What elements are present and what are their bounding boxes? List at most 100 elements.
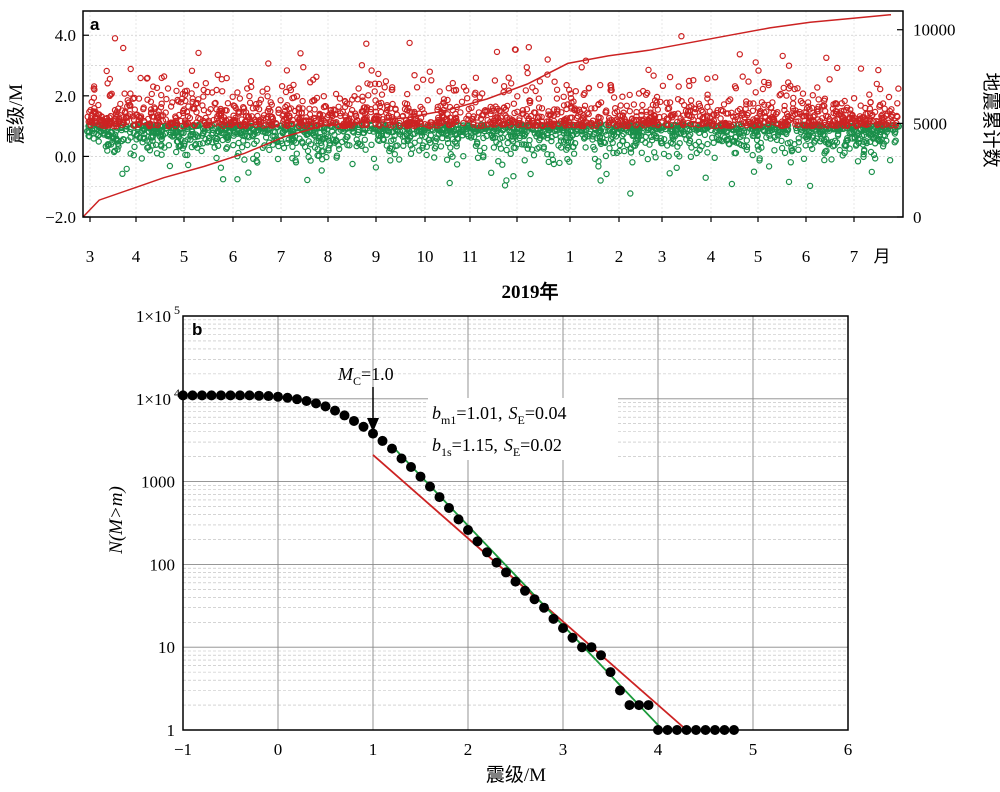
- red-event-point: [823, 54, 830, 62]
- green-event-point: [495, 157, 502, 165]
- green-event-point: [114, 140, 122, 147]
- red-event-point: [781, 119, 788, 127]
- red-event-point: [826, 76, 833, 83]
- red-event-point: [639, 101, 646, 109]
- red-event-point: [407, 118, 414, 126]
- red-event-point: [867, 98, 874, 106]
- green-event-point: [396, 156, 403, 163]
- green-event-point: [536, 130, 543, 138]
- red-event-point: [368, 67, 375, 74]
- green-event-point: [312, 129, 319, 136]
- red-event-point: [575, 120, 582, 128]
- green-event-point: [438, 128, 445, 136]
- green-event-point: [476, 147, 484, 154]
- red-event-point: [526, 121, 533, 129]
- green-event-point: [763, 134, 770, 141]
- red-event-point: [213, 106, 220, 113]
- green-event-point: [803, 133, 810, 141]
- red-event-point: [633, 122, 640, 129]
- red-event-point: [785, 79, 792, 86]
- green-event-point: [149, 142, 156, 149]
- red-event-point: [87, 121, 94, 129]
- red-event-point: [578, 64, 585, 71]
- left-tick-label: 4.0: [55, 26, 76, 45]
- green-event-point: [591, 155, 599, 163]
- green-event-point: [666, 170, 673, 177]
- green-event-point: [304, 147, 312, 155]
- red-event-point: [88, 118, 96, 126]
- magnitude-point: [339, 410, 350, 421]
- x-tick-label: 2: [615, 247, 624, 266]
- green-event-point: [738, 141, 745, 149]
- red-event-point: [297, 116, 304, 124]
- magnitude-point: [567, 632, 578, 643]
- green-event-point: [560, 138, 568, 145]
- green-event-point: [392, 142, 399, 150]
- red-event-point: [382, 78, 390, 85]
- red-event-point: [579, 112, 587, 119]
- red-event-point: [558, 109, 565, 116]
- red-event-point: [730, 113, 737, 120]
- red-event-point: [832, 107, 839, 115]
- red-event-point: [769, 113, 776, 121]
- red-event-point: [866, 91, 873, 98]
- red-event-point: [563, 81, 570, 89]
- red-event-point: [727, 96, 734, 103]
- green-event-point: [447, 150, 454, 158]
- red-event-point: [308, 122, 315, 129]
- red-event-point: [849, 114, 856, 122]
- magnitude-point: [254, 390, 264, 401]
- green-event-point: [825, 139, 833, 146]
- red-event-point: [449, 106, 456, 114]
- green-event-point: [680, 131, 688, 138]
- red-event-point: [375, 100, 382, 107]
- green-event-point: [274, 155, 282, 163]
- red-event-point: [135, 121, 142, 128]
- green-event-point: [753, 136, 761, 144]
- red-event-point: [229, 93, 236, 101]
- red-event-point: [190, 121, 197, 129]
- green-event-point: [514, 140, 521, 148]
- green-event-point: [115, 143, 122, 150]
- red-event-point: [273, 121, 280, 128]
- red-event-point: [560, 93, 567, 101]
- red-event-point: [879, 116, 886, 123]
- red-event-point: [493, 48, 501, 56]
- red-event-point: [724, 110, 732, 117]
- x-tick-label: 5: [749, 740, 758, 759]
- red-event-point: [179, 107, 187, 115]
- magnitude-point: [415, 471, 426, 482]
- red-event-point: [703, 113, 711, 121]
- green-event-point: [552, 131, 559, 138]
- red-event-point: [685, 77, 693, 85]
- green-event-point: [764, 127, 772, 134]
- green-event-point: [874, 136, 882, 143]
- green-event-point: [104, 131, 111, 139]
- green-event-point: [95, 138, 102, 145]
- red-event-point: [289, 116, 296, 124]
- green-event-point: [481, 144, 488, 152]
- panel-a-x-ticks: 3 4 5 6 7 8 9 10 11 12 1 2 3 4 5 6 7 月: [86, 217, 891, 266]
- green-event-point: [223, 145, 230, 152]
- red-event-point: [799, 90, 807, 97]
- red-event-point: [310, 115, 317, 123]
- green-event-point: [296, 135, 303, 142]
- red-event-point: [88, 98, 95, 106]
- red-event-point: [269, 115, 277, 122]
- green-event-point: [349, 160, 356, 168]
- magnitude-point: [491, 557, 502, 568]
- green-event-point: [789, 146, 796, 154]
- red-event-point: [523, 64, 531, 71]
- red-event-point: [785, 85, 793, 92]
- red-event-point: [332, 111, 339, 118]
- red-event-point: [665, 105, 673, 112]
- magnitude-point: [510, 576, 521, 587]
- red-event-point: [704, 75, 711, 82]
- red-event-point: [341, 97, 349, 105]
- red-event-point: [96, 121, 103, 128]
- red-event-point: [504, 102, 511, 110]
- red-event-point: [666, 99, 674, 106]
- red-event-point: [704, 103, 711, 111]
- panel-a-frame: [82, 10, 904, 218]
